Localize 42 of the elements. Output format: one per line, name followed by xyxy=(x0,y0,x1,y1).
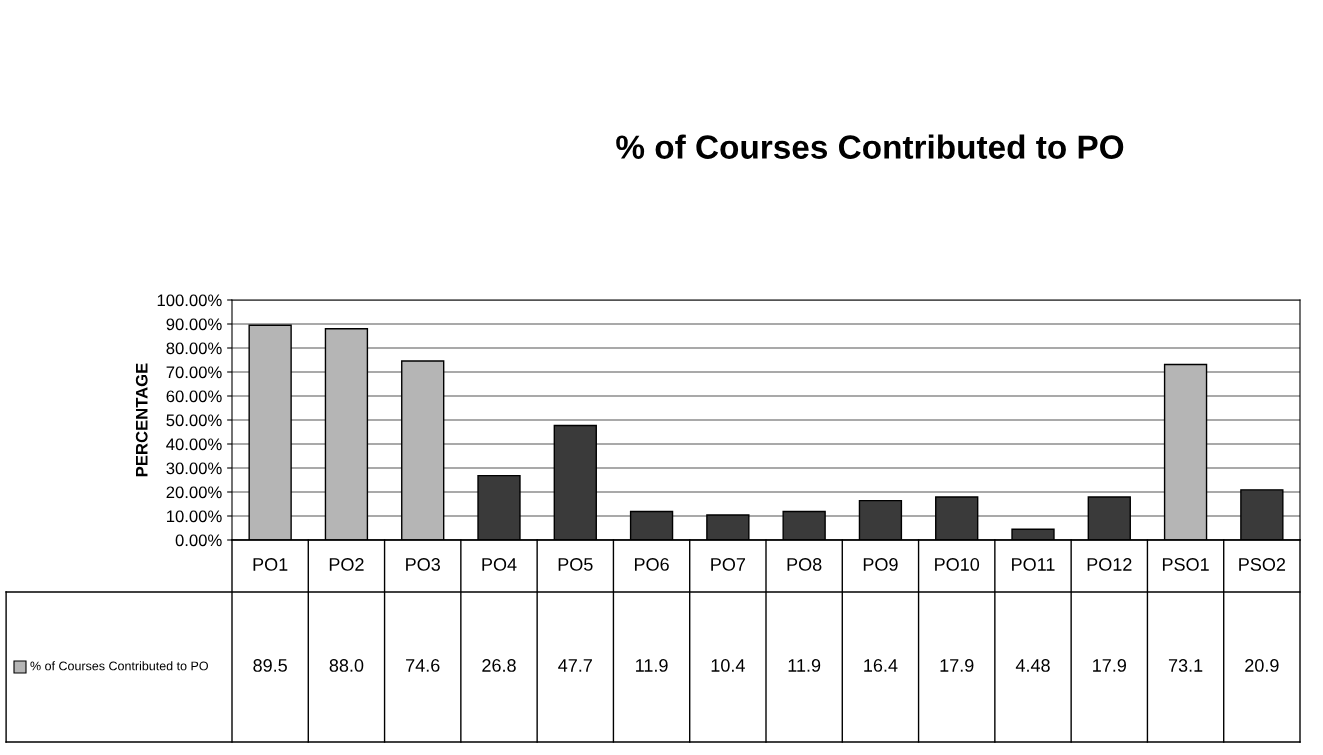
chart-title: % of Courses Contributed to PO xyxy=(616,134,1124,159)
x-tick-label: PO5 xyxy=(558,558,593,571)
y-tick-label: 30.00% xyxy=(166,462,222,475)
x-tick-label: PO1 xyxy=(253,558,288,571)
data-label: 16.4 xyxy=(864,659,898,672)
x-tick-label: PO10 xyxy=(935,558,980,571)
data-label: 74.6 xyxy=(406,659,440,672)
x-tick-label: PO6 xyxy=(634,558,669,571)
data-label: 11.9 xyxy=(636,659,668,672)
data-label: 17.9 xyxy=(940,659,974,672)
data-label: 26.8 xyxy=(482,659,516,672)
data-label: 89.5 xyxy=(253,659,287,672)
y-tick-label: 80.00% xyxy=(166,342,222,355)
y-tick-label: 50.00% xyxy=(166,414,222,427)
data-label: 73.1 xyxy=(1168,659,1203,672)
x-tick-label: PSO1 xyxy=(1162,558,1209,571)
data-label: 17.9 xyxy=(1093,659,1126,672)
x-tick-label: PO3 xyxy=(406,558,440,571)
data-label: 20.9 xyxy=(1245,659,1279,672)
x-tick-label: PO9 xyxy=(863,558,898,571)
x-tick-label: PO7 xyxy=(711,558,746,571)
x-tick-label: PO12 xyxy=(1087,558,1132,571)
y-axis-title: PERCENTAGE xyxy=(135,363,148,477)
y-tick-label: 0.00% xyxy=(175,534,222,547)
data-label: 88.0 xyxy=(329,659,364,672)
y-tick-label: 60.00% xyxy=(166,390,222,403)
x-tick-label: PO8 xyxy=(787,558,822,571)
x-tick-label: PO2 xyxy=(329,558,364,571)
data-label: 10.4 xyxy=(711,659,745,672)
x-tick-label: PSO2 xyxy=(1239,558,1286,571)
y-tick-label: 90.00% xyxy=(166,318,222,331)
x-tick-label: PO11 xyxy=(1012,558,1055,571)
y-tick-label: 70.00% xyxy=(166,366,222,379)
y-tick-label: 100.00% xyxy=(157,294,222,307)
y-tick-label: 10.00% xyxy=(167,510,222,523)
legend-label: % of Courses Contributed to PO xyxy=(30,661,208,671)
y-tick-label: 20.00% xyxy=(166,486,222,499)
data-label: 4.48 xyxy=(1015,659,1050,672)
data-label: 11.9 xyxy=(788,659,821,672)
data-label: 47.7 xyxy=(558,659,592,672)
y-tick-label: 40.00% xyxy=(166,438,222,451)
x-tick-label: PO4 xyxy=(482,558,517,571)
